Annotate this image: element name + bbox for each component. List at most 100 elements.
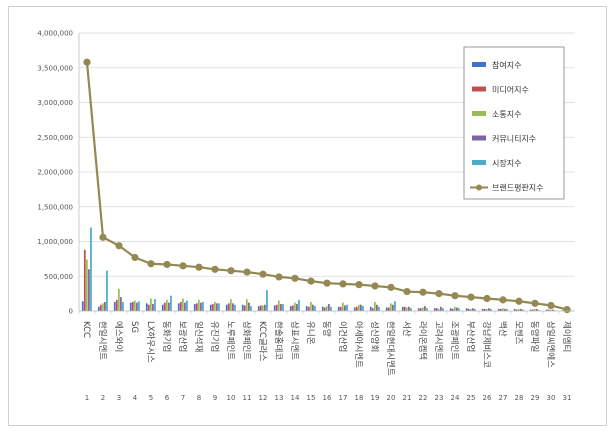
bar [161,304,164,311]
x-category-label: 성신양회 [369,321,380,352]
legend-swatch [472,111,486,116]
x-category-label: 라이온켐텍 [417,321,428,360]
bar [467,308,470,311]
bar [321,306,324,311]
bar [426,308,428,311]
bar [152,304,154,311]
line-point [131,253,139,262]
bar [337,306,340,311]
y-tick-label: 4,000,000 [37,30,73,38]
line-point [227,267,235,275]
bar [410,308,412,311]
x-axis: KCC 1 한일시멘트 2 에스와이 3 SG 4 LX하우시스 5 동화기업 6 보광산업 7 일신석재 8… [78,310,575,402]
legend-label: 참여지수 [492,60,521,70]
bar [517,308,520,311]
x-category-label: 제이엠티 [561,321,572,352]
bar [261,305,264,311]
bar [469,308,472,311]
bar [213,301,216,311]
x-index-label: 7 [181,394,185,402]
bar [129,302,132,311]
bar [353,307,356,311]
line-point [451,292,459,300]
bar [97,306,100,311]
line-point [531,299,539,307]
bar [186,300,188,311]
bar [275,304,278,311]
bar [170,295,172,311]
line-point [387,283,395,291]
x-category-label: KCC [81,321,91,338]
line-point [179,262,187,270]
legend-swatch [472,86,486,92]
bar [266,290,268,311]
x-index-label: 5 [149,394,153,402]
x-index-label: 16 [323,394,332,402]
bar [250,306,252,311]
bar-series [81,227,572,311]
bar [113,301,116,311]
bar [147,304,150,311]
y-tick-label: 3,500,000 [37,64,73,72]
bar [259,305,262,311]
line-point [83,58,91,66]
bar [115,299,118,311]
x-index-label: 3 [117,394,121,402]
bar [81,301,84,311]
x-category-label: 고려시멘트 [433,321,444,360]
bar [179,301,182,311]
bar [104,301,106,311]
chart-frame: 0 500,000 1,000,000 1,500,000 2,000,000 2,500… [8,6,607,426]
bar [481,308,484,311]
bar [131,301,134,311]
line-point [99,233,107,241]
bar [499,308,502,311]
bar [403,306,406,311]
bar [330,306,332,311]
bar [536,308,538,311]
bar [234,304,236,311]
x-index-label: 10 [227,394,236,402]
y-tick-label: 500,000 [44,273,73,281]
x-index-label: 20 [387,394,396,402]
legend-swatch [472,135,486,141]
bar [227,303,230,311]
bar [547,309,550,311]
bar [197,299,200,311]
legend-label: 미디어지수 [492,85,529,95]
x-category-label: 삼표시멘트 [289,321,300,360]
bar [451,308,454,311]
bar [136,302,138,311]
bar [291,305,294,311]
x-category-label: 보광산업 [177,321,188,352]
bar [520,308,522,311]
bar [154,299,156,311]
bar [99,304,102,311]
bar [277,300,280,311]
bar [472,308,474,311]
x-category-label: 한솔홈데코 [273,321,284,360]
grid-lines [79,32,575,312]
bar [385,307,388,311]
x-index-label: 6 [165,394,170,402]
line-point [307,277,315,285]
bar [387,307,390,311]
bar [369,306,372,311]
x-category-label: 노루페인트 [225,321,236,360]
bar [138,301,140,311]
line-point [547,301,555,310]
bar [360,304,362,311]
bar [211,304,214,311]
bar [229,299,232,311]
bar [344,305,346,311]
x-index-label: 15 [307,394,316,402]
x-category-label: 강남제비스코 [481,321,492,368]
bar [474,308,476,311]
bar [552,309,554,311]
bar [405,307,408,311]
legend-label: 커뮤니티지수 [492,134,536,144]
bar [122,301,124,311]
bar [193,304,196,311]
bar [83,249,86,311]
line-point [195,263,203,271]
